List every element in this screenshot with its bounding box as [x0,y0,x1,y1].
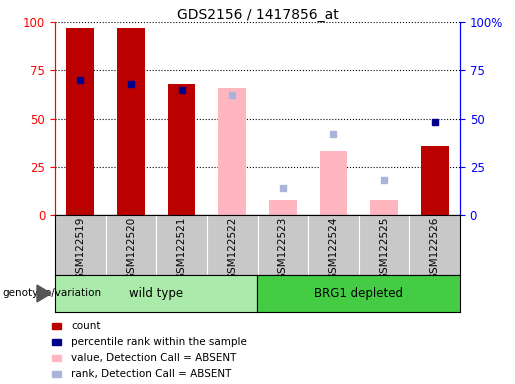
Bar [117,28,145,215]
Bar [370,200,398,215]
Text: percentile rank within the sample: percentile rank within the sample [71,337,247,347]
Bar [269,200,297,215]
Bar [218,88,246,215]
Text: GSM122519: GSM122519 [75,217,85,280]
Text: GSM122523: GSM122523 [278,217,288,280]
Text: wild type: wild type [129,287,183,300]
Text: GDS2156 / 1417856_at: GDS2156 / 1417856_at [177,8,338,22]
Bar [168,84,196,215]
Bar [66,28,94,215]
Bar [421,146,449,215]
Bar [319,151,347,215]
Text: BRG1 depleted: BRG1 depleted [314,287,403,300]
Text: GSM122526: GSM122526 [430,217,440,280]
Text: count: count [71,321,100,331]
Text: rank, Detection Call = ABSENT: rank, Detection Call = ABSENT [71,369,231,379]
Text: GSM122524: GSM122524 [329,217,338,280]
Text: GSM122522: GSM122522 [227,217,237,280]
Text: genotype/variation: genotype/variation [3,288,101,298]
Text: value, Detection Call = ABSENT: value, Detection Call = ABSENT [71,353,236,363]
Text: GSM122525: GSM122525 [379,217,389,280]
Text: GSM122521: GSM122521 [177,217,186,280]
Text: GSM122520: GSM122520 [126,217,136,280]
